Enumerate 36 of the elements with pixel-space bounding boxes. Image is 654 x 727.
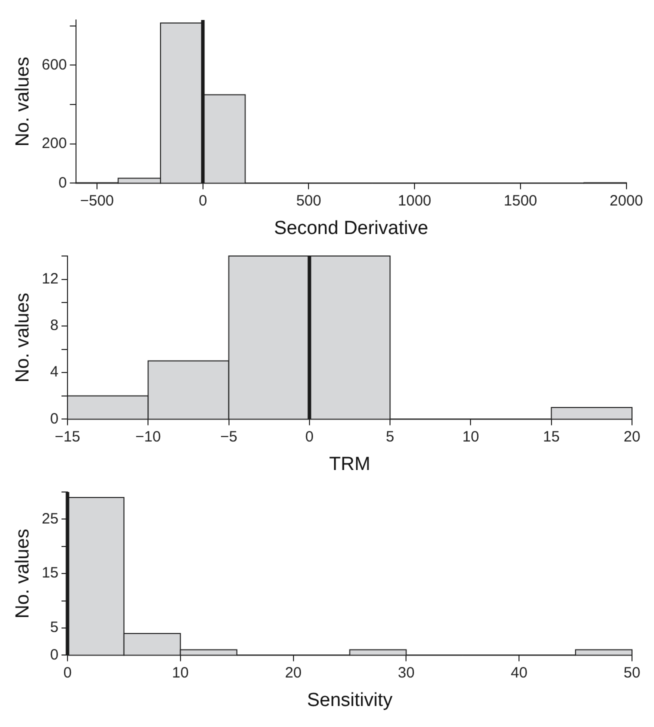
x-tick-label: 500 bbox=[296, 192, 322, 210]
y-axis-title: No. values bbox=[12, 292, 34, 382]
x-tick-label: 50 bbox=[624, 664, 640, 682]
x-axis-title: Second Derivative bbox=[274, 218, 428, 239]
y-tick-label: 12 bbox=[42, 270, 58, 288]
x-tick-label: −500 bbox=[80, 192, 114, 210]
y-tick-label: 15 bbox=[42, 564, 58, 582]
x-axis-title: Sensitivity bbox=[306, 690, 394, 711]
y-tick-label: 0 bbox=[58, 174, 67, 192]
x-tick-label: −15 bbox=[54, 428, 80, 446]
x-tick-label: 30 bbox=[398, 664, 415, 682]
x-tick-label: 15 bbox=[543, 428, 560, 446]
x-tick-label: 1000 bbox=[398, 192, 432, 210]
y-tick-label: 5 bbox=[50, 619, 58, 636]
y-tick-label: 600 bbox=[42, 56, 67, 74]
x-tick-label: 40 bbox=[510, 664, 528, 682]
y-tick-label: 4 bbox=[50, 364, 58, 381]
x-tick-label: 10 bbox=[462, 428, 480, 446]
x-tick-label: 5 bbox=[386, 428, 394, 446]
y-tick-label: 0 bbox=[50, 410, 58, 428]
y-axis-title: No. values bbox=[12, 56, 34, 146]
x-tick-label: −5 bbox=[220, 428, 238, 446]
x-tick-label: 0 bbox=[305, 428, 314, 446]
y-tick-label: 200 bbox=[42, 135, 67, 152]
x-tick-label: 20 bbox=[284, 664, 302, 682]
x-tick-label: 1500 bbox=[504, 192, 538, 210]
x-tick-label: −10 bbox=[135, 428, 161, 446]
x-tick-label: 2000 bbox=[610, 192, 644, 210]
x-axis-title: TRM bbox=[329, 454, 370, 475]
x-tick-label: 20 bbox=[624, 428, 640, 446]
y-axis-title: No. values bbox=[12, 528, 34, 618]
y-tick-label: 8 bbox=[50, 317, 58, 334]
x-tick-label: 10 bbox=[172, 664, 189, 682]
y-tick-label: 25 bbox=[42, 510, 58, 528]
y-tick-label: 0 bbox=[50, 646, 58, 664]
x-tick-label: 0 bbox=[198, 192, 208, 210]
